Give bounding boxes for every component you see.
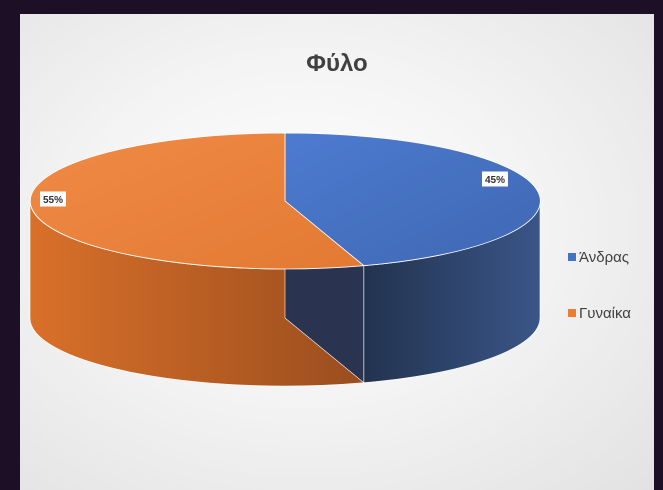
legend-label-gynaika: Γυναίκα: [579, 304, 631, 322]
legend-item-gynaika: Γυναίκα: [568, 302, 631, 324]
legend: Άνδρας Γυναίκα: [568, 246, 631, 358]
data-label-andras: 45%: [485, 175, 505, 186]
chart-area: Φύλο 45% 55%: [20, 14, 654, 490]
legend-swatch-blue: [568, 253, 576, 261]
data-label-gynaika-box: [40, 191, 66, 207]
data-label-gynaika: 55%: [43, 195, 63, 206]
slice-top-gynaika: [29, 132, 365, 270]
legend-item-andras: Άνδρας: [568, 246, 631, 268]
legend-swatch-orange: [568, 309, 576, 317]
slice-top-andras: [284, 132, 541, 267]
chart-title: Φύλο: [306, 50, 368, 77]
pie-chart: 45% 55%: [29, 132, 541, 387]
legend-label-andras: Άνδρας: [579, 248, 630, 266]
data-label-andras-box: [482, 171, 508, 187]
